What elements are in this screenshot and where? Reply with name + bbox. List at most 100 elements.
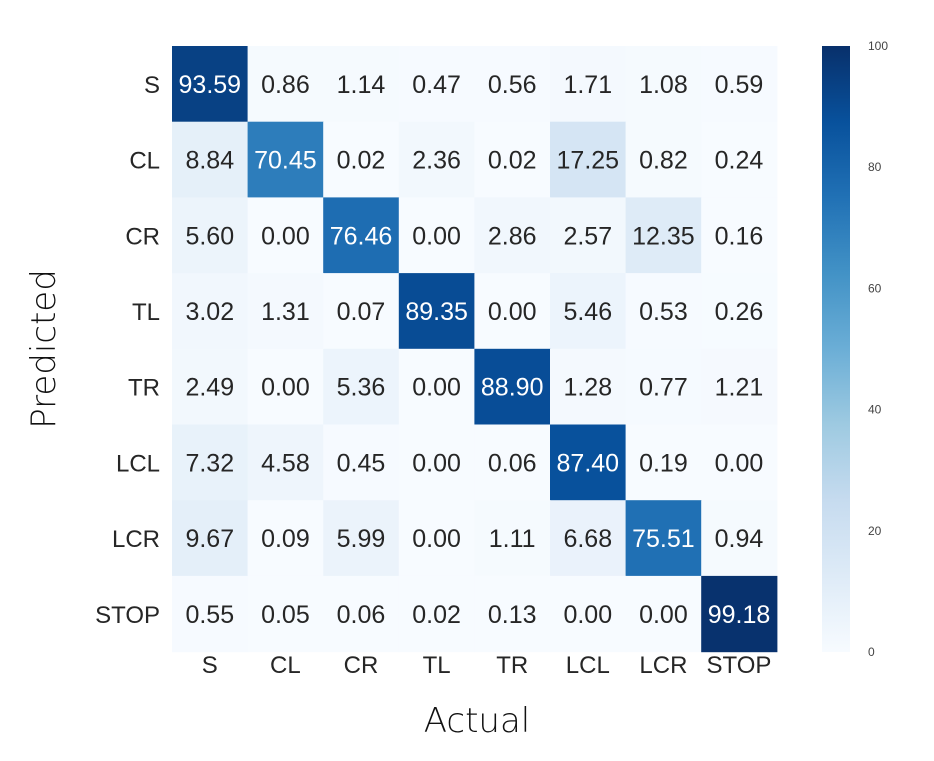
cell-value-label: 0.06 [488,449,537,477]
cell-value-label: 1.08 [639,71,688,99]
heatmap-cell [474,500,551,577]
colorbar-tick-label: 100 [868,39,888,53]
heatmap-cell [625,500,702,577]
heatmap-cell [398,121,475,198]
cell-value-label: 0.07 [337,298,386,326]
heatmap-cell [474,46,551,123]
y-tick-label: TR [128,375,160,402]
cell-value-label: 0.13 [488,601,537,629]
x-tick-label: TR [496,652,528,679]
cell-value-label: 5.60 [185,222,234,250]
heatmap-cell [474,348,551,426]
heatmap-cell [323,197,400,274]
cell-value-label: 1.11 [489,525,536,553]
cell-value-label: 99.18 [708,601,771,629]
heatmap-cell [625,273,702,350]
cell-value-label: 0.26 [715,298,764,326]
heatmap-cell [625,46,702,123]
colorbar-tick-label: 80 [868,160,882,174]
colorbar-tick-label: 0 [868,645,875,659]
heatmap-cell [172,46,249,123]
cell-value-label: 0.94 [715,525,764,553]
cell-value-label: 0.53 [639,298,688,326]
cell-value-label: 1.71 [563,71,612,99]
cell-value-label: 0.47 [412,71,461,99]
heatmap-cell [550,575,627,653]
cell-value-label: 0.00 [563,601,612,629]
heatmap-cell [323,575,400,653]
heatmap-cell [474,273,551,350]
cell-value-label: 0.00 [412,222,461,250]
heatmap-cell [701,121,778,198]
heatmap-cell [323,46,400,123]
heatmap-cell [323,121,400,198]
cell-value-label: 0.55 [185,601,234,629]
y-tick-label: LCL [116,450,160,477]
y-axis-label: Predicted [24,269,64,429]
heatmap-cell [323,273,400,350]
heatmap-cell [625,197,702,274]
heatmap-cell [550,500,627,577]
heatmap-cell [247,46,324,123]
cell-value-label: 0.45 [337,449,386,477]
cell-value-label: 0.02 [488,147,537,175]
cell-value-label: 93.59 [179,71,242,99]
y-tick-label: CL [129,148,160,175]
cell-value-label: 0.19 [639,449,688,477]
heatmap-cell [701,348,778,426]
heatmap-cell [323,348,400,426]
cell-value-label: 0.59 [715,71,764,99]
heatmap-cell [398,197,475,274]
heatmap-cell [398,273,475,350]
heatmap-cell [550,424,627,501]
cell-value-label: 0.06 [337,601,386,629]
heatmap-cell [172,575,249,653]
y-tick-labels: S CL CR TL TR LCL LCR STOP [95,72,160,629]
cell-value-label: 0.00 [412,525,461,553]
cell-value-label: 2.49 [185,374,234,402]
cell-value-label: 1.21 [715,374,764,402]
cell-value-label: 17.25 [557,147,620,175]
cell-value-label: 6.68 [563,525,612,553]
heatmap-cell [323,500,400,577]
heatmap-cell [550,348,627,426]
cell-value-label: 9.67 [185,525,234,553]
heatmap-cell [701,575,778,653]
heatmap-cell [247,424,324,501]
cell-value-label: 7.32 [185,449,234,477]
heatmap-cell [550,121,627,198]
heatmap-cell [550,197,627,274]
heatmap-cell [172,121,249,198]
colorbar-tick-label: 40 [868,403,882,417]
colorbar-tick-label: 60 [868,281,882,295]
x-tick-label: TL [423,652,451,679]
colorbar-tick-label: 20 [868,524,882,538]
heatmap-cell [474,197,551,274]
x-tick-label: CR [344,652,379,679]
cell-value-label: 12.35 [632,222,695,250]
x-tick-label: S [202,652,218,679]
cell-value-label: 0.00 [261,222,310,250]
heatmap-cell [247,575,324,653]
heatmap-cell [398,424,475,501]
y-tick-label: S [144,72,160,99]
heatmap-cell [247,348,324,426]
heatmap-cell [247,197,324,274]
heatmap-cell [474,121,551,198]
heatmap-cell [398,46,475,123]
cell-value-label: 0.00 [715,449,764,477]
cell-value-label: 75.51 [632,525,695,553]
colorbar [822,46,850,652]
heatmap-cell [550,46,627,123]
cell-value-label: 0.00 [639,601,688,629]
cell-value-label: 0.86 [261,71,310,99]
x-tick-label: LCR [639,652,687,679]
cell-value-label: 8.84 [185,147,234,175]
cell-value-label: 2.36 [412,147,461,175]
heatmap-cell [474,424,551,501]
heatmap-cell [701,273,778,350]
heatmap-cell [172,273,249,350]
cell-value-label: 0.00 [412,449,461,477]
x-tick-label: LCL [566,652,610,679]
